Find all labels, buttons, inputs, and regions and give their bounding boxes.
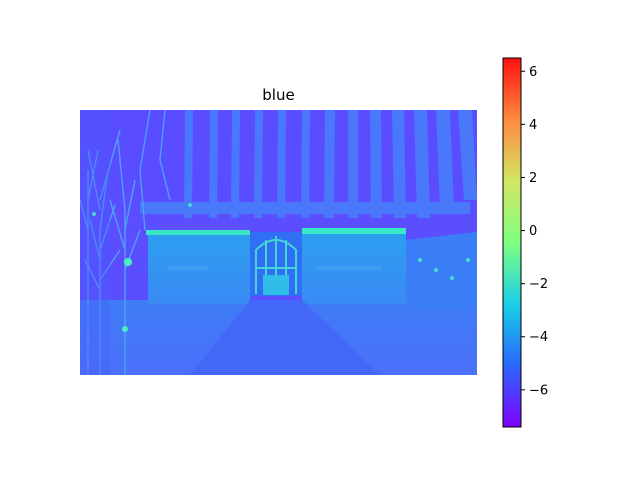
left-shade [80, 110, 110, 375]
soffit [140, 202, 470, 214]
light-strip-left [146, 230, 250, 235]
left-trees [80, 110, 171, 375]
colorbar-tick-label: 6 [529, 65, 537, 80]
colorbar-tick-label: 2 [529, 171, 537, 186]
heatmap-image [80, 110, 477, 375]
right-lights [418, 258, 470, 280]
colorbar-tick-label: −6 [529, 383, 548, 398]
colorbar-gradient [502, 57, 522, 428]
colorbar-ticks: 6 4 2 0 −2 −4 −6 [521, 65, 548, 398]
colorbar-tick-label: −4 [529, 330, 548, 345]
colorbar-tick-label: 4 [529, 118, 537, 133]
right-structure [406, 232, 477, 310]
lamp-spots [92, 203, 192, 332]
sign-left [168, 266, 208, 270]
colorbar-tick-label: 0 [529, 224, 537, 239]
chart-title: blue [262, 86, 295, 104]
building-columns [184, 110, 477, 218]
entrance-light [263, 275, 289, 295]
walkway [190, 300, 380, 375]
light-strip-right [302, 228, 406, 234]
sign-right [316, 266, 382, 270]
colorbar: 6 4 2 0 −2 −4 −6 [502, 57, 548, 428]
colorbar-tick-label: −2 [529, 277, 548, 292]
